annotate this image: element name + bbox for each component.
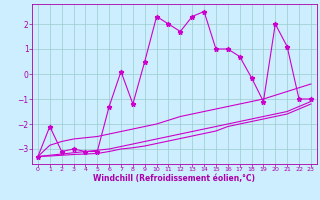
X-axis label: Windchill (Refroidissement éolien,°C): Windchill (Refroidissement éolien,°C) xyxy=(93,174,255,183)
